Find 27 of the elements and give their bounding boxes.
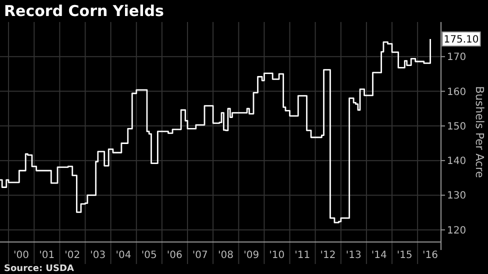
y-tick-label: 160: [447, 86, 466, 98]
x-tick-label: '09: [244, 250, 260, 261]
x-tick-label: '08: [218, 250, 234, 261]
x-tick-label: '10: [269, 250, 285, 261]
x-tick-label: '04: [116, 250, 132, 261]
x-tick-label: '00: [14, 250, 30, 261]
x-tick-label: '15: [396, 250, 412, 261]
y-tick-label: 150: [447, 121, 466, 132]
y-axis-title: Bushels Per Acre: [473, 86, 486, 178]
x-tick-label: '01: [39, 250, 55, 261]
chart-title: Record Corn Yields: [4, 2, 164, 20]
annotation: 175.10: [444, 34, 479, 46]
y-tick-label: 130: [447, 190, 466, 202]
x-tick-label: '06: [166, 250, 182, 261]
y-tick-label: 120: [447, 225, 466, 236]
x-tick-label: '05: [141, 250, 157, 261]
x-tick-label: '02: [64, 250, 80, 261]
x-tick-label: '14: [371, 250, 387, 261]
x-tick-label: '11: [294, 250, 310, 261]
x-tick-label: '03: [90, 250, 106, 261]
x-tick-label: '13: [346, 250, 362, 261]
x-tick-label: '16: [422, 250, 438, 261]
x-tick-label: '12: [320, 250, 336, 261]
y-tick-label: 140: [447, 156, 466, 168]
y-tick-label: 170: [447, 52, 466, 64]
source-note: Source: USDA: [4, 264, 74, 274]
x-tick-label: '07: [192, 250, 208, 261]
